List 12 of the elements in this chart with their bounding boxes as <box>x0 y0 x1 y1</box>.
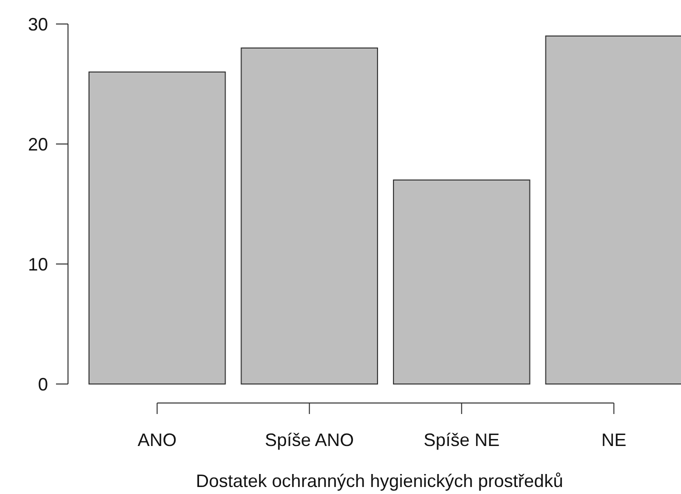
y-tick-label: 30 <box>28 14 48 34</box>
bar <box>88 72 226 384</box>
bar <box>240 48 378 384</box>
bar <box>392 180 530 384</box>
y-tick-label: 20 <box>28 134 48 154</box>
x-tick-label: Spíše NE <box>424 430 500 450</box>
x-tick-label: Spíše ANO <box>264 430 354 450</box>
x-tick-label: ANO <box>138 430 177 450</box>
x-axis-title: Dostatek ochranných hygienických prostředků <box>196 471 564 491</box>
x-tick-label: NE <box>601 430 626 450</box>
y-tick-label: 10 <box>28 254 48 274</box>
y-tick-label: 0 <box>38 374 48 394</box>
